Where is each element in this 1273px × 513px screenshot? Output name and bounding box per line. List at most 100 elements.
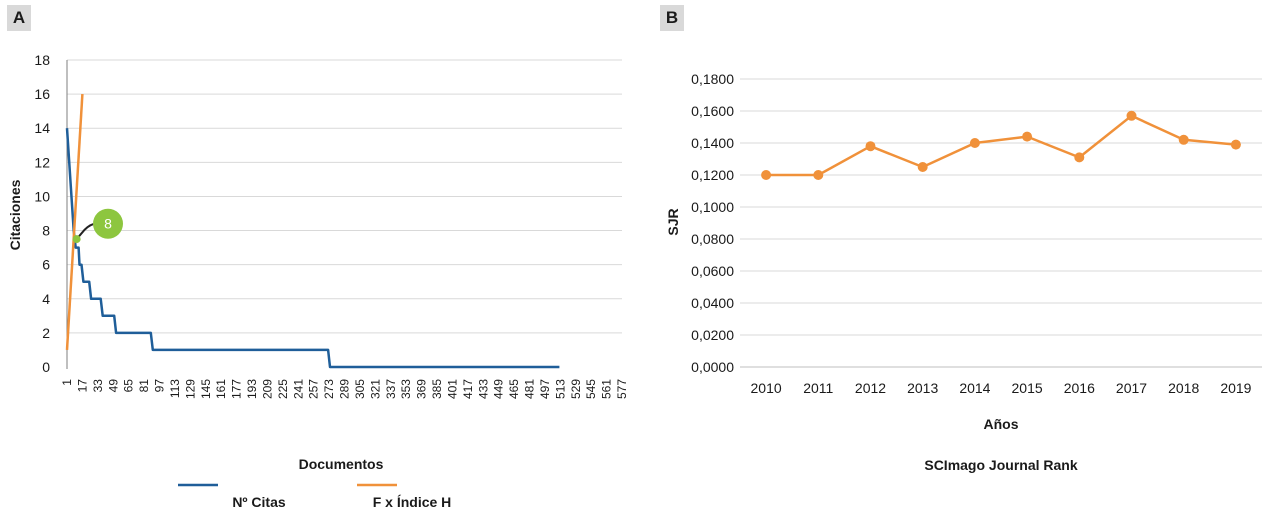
chart-b-caption: SCImago Journal Rank: [924, 457, 1077, 473]
x-tick-label: 33: [91, 379, 105, 393]
x-tick-label: 2010: [751, 380, 782, 396]
x-tick-label: 2011: [803, 380, 833, 396]
x-tick-label: 177: [230, 379, 244, 399]
x-tick-label: 305: [353, 379, 367, 399]
chart-b-series: [761, 110, 1241, 180]
x-tick-label: 401: [445, 379, 459, 399]
x-tick-label: 561: [600, 379, 614, 399]
y-tick-label: 6: [42, 257, 50, 273]
sjr-point: [917, 162, 928, 172]
x-tick-label: 81: [137, 379, 151, 393]
h-index-badge: [93, 208, 123, 239]
x-tick-label: 369: [415, 379, 429, 399]
sjr-point: [1230, 139, 1241, 150]
series-line-indice-h: [65, 94, 84, 350]
h-index-point: [72, 235, 81, 244]
x-tick-label: 481: [523, 379, 537, 399]
x-tick-label: 449: [492, 379, 506, 399]
x-tick-label: 433: [476, 379, 490, 399]
sjr-chart: 0,0000 0,0200 0,0400 0,0600 0,0800 0,1000 0,12…: [665, 71, 1262, 473]
x-tick-label: 2014: [959, 380, 990, 396]
chart-b-y-axis-title: SJR: [665, 208, 681, 235]
y-tick-label: 10: [34, 188, 50, 204]
y-tick-label: 0,0000: [691, 359, 734, 375]
panel-a-badge: A: [7, 5, 31, 31]
sjr-point: [1022, 131, 1033, 142]
y-tick-label: 0,1600: [691, 103, 734, 119]
x-tick-label: 1: [60, 379, 74, 386]
y-tick-label: 2: [42, 325, 50, 341]
chart-a-y-axis-title: Citaciones: [7, 179, 23, 250]
x-tick-label: 337: [384, 379, 398, 399]
legend-label-citas: Nº Citas: [232, 494, 286, 510]
chart-a-gridlines: [67, 59, 622, 334]
y-tick-label: 0,0200: [691, 327, 734, 343]
chart-a-legend: Nº Citas F x Índice H: [178, 483, 452, 510]
x-tick-label: 2016: [1064, 380, 1095, 396]
y-tick-label: 4: [42, 291, 50, 307]
chart-b-x-axis-title: Años: [984, 416, 1019, 432]
sjr-point: [761, 170, 772, 180]
sjr-point: [969, 138, 980, 148]
x-tick-label: 49: [106, 379, 120, 393]
y-tick-label: 12: [34, 154, 50, 170]
x-tick-label: 385: [430, 379, 444, 399]
x-tick-label: 145: [199, 379, 213, 399]
x-tick-label: 193: [245, 379, 259, 399]
x-tick-label: 321: [368, 379, 382, 399]
x-tick-label: 113: [168, 379, 182, 398]
y-tick-label: 0,1400: [691, 135, 734, 151]
x-tick-label: 17: [75, 379, 89, 393]
y-tick-label: 0,0800: [691, 231, 734, 247]
x-tick-label: 289: [338, 379, 352, 399]
sjr-line: [766, 114, 1237, 177]
x-tick-label: 2018: [1168, 380, 1199, 396]
y-tick-label: 14: [34, 120, 50, 136]
chart-a-x-axis-title: Documentos: [299, 456, 384, 472]
x-tick-label: 225: [276, 379, 290, 399]
x-tick-label: 513: [553, 379, 567, 399]
chart-a-series: [65, 94, 560, 369]
x-tick-label: 97: [153, 379, 167, 393]
chart-b-x-ticks: 2010 2011 2012 2013 2014 2015 2016 2017 2018 2019: [751, 380, 1252, 396]
x-tick-label: 417: [461, 379, 475, 399]
chart-a-x-ticks: 1 17 33 49 65 81 97 113 129 145 161 177 193 209 225 241…: [60, 379, 629, 399]
sjr-point: [865, 141, 876, 152]
x-tick-label: 2012: [855, 380, 886, 396]
chart-a-y-ticks: 0 2 4 6 8 10 12 14 16 18: [34, 52, 50, 375]
x-tick-label: 161: [214, 379, 228, 399]
sjr-point: [1126, 110, 1137, 121]
x-tick-label: 2017: [1116, 380, 1147, 396]
x-tick-label: 497: [538, 379, 552, 399]
chart-b-gridlines: [740, 78, 1262, 368]
y-tick-label: 0,0400: [691, 295, 734, 311]
y-tick-label: 0,0600: [691, 263, 734, 279]
chart-b-y-ticks: 0,0000 0,0200 0,0400 0,0600 0,0800 0,1000 0,12…: [691, 71, 734, 375]
panel-b-badge: B: [660, 5, 684, 31]
y-tick-label: 0,1800: [691, 71, 734, 87]
x-tick-label: 465: [507, 379, 521, 399]
x-tick-label: 577: [615, 379, 629, 399]
series-line-citas: [65, 128, 560, 369]
x-tick-label: 209: [260, 379, 274, 399]
x-tick-label: 353: [399, 379, 413, 399]
x-tick-label: 2013: [907, 380, 938, 396]
h-index-value: 8: [104, 216, 112, 232]
legend-label-indice-h: F x Índice H: [373, 494, 452, 510]
x-tick-label: 529: [569, 379, 583, 399]
y-tick-label: 16: [34, 86, 50, 102]
y-tick-label: 0,1200: [691, 167, 734, 183]
x-tick-label: 129: [183, 379, 197, 399]
x-tick-label: 2015: [1012, 380, 1043, 396]
x-tick-label: 2019: [1220, 380, 1251, 396]
x-tick-label: 241: [291, 379, 305, 399]
x-tick-label: 65: [122, 379, 136, 393]
x-tick-label: 257: [307, 379, 321, 399]
x-tick-label: 545: [584, 379, 598, 399]
y-tick-label: 0,1000: [691, 199, 734, 215]
sjr-point: [1074, 152, 1085, 163]
sjr-point: [813, 170, 824, 180]
x-tick-label: 273: [322, 379, 336, 399]
